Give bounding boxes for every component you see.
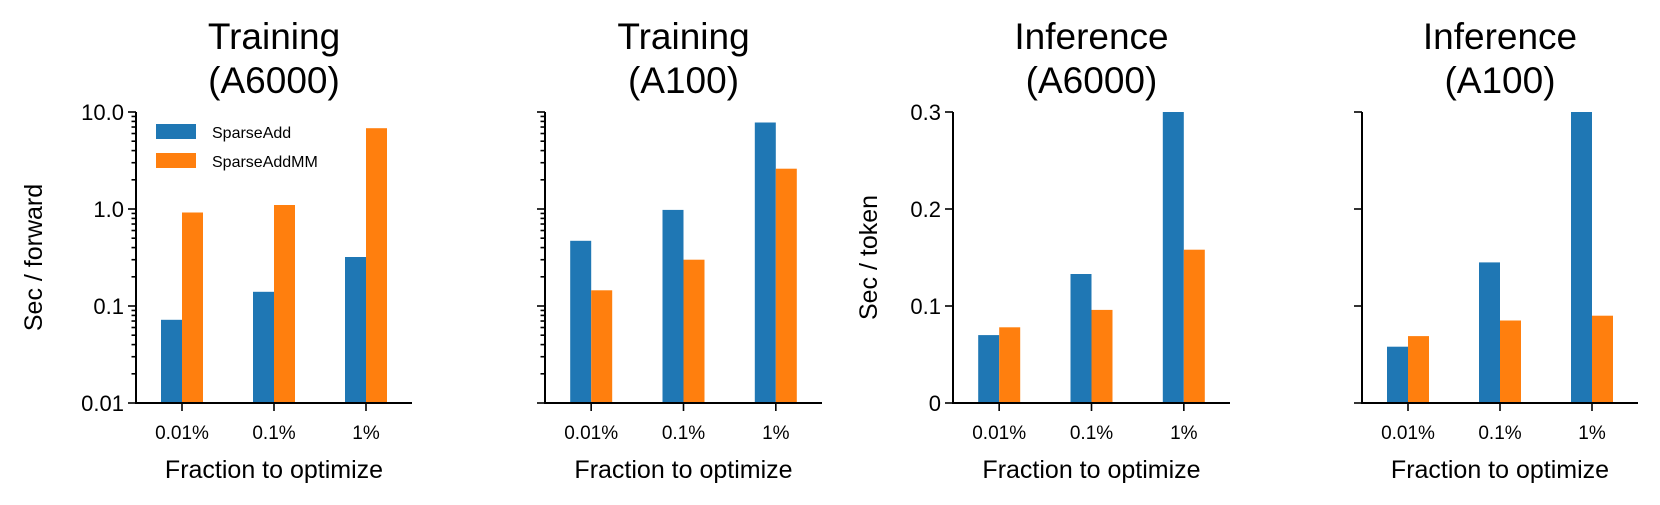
bar-sparseaddmm-3 (366, 128, 387, 403)
bar-sparseadd-2 (1070, 274, 1092, 403)
y-tick-label: 0.1 (93, 294, 124, 319)
chart-panel-3: 0 0.1 0.2 0.3 0.01% 0.1% 1% Fraction to optimiz… (855, 16, 1230, 484)
legend: SparseAdd SparseAddMM (156, 124, 318, 171)
bar-sparseadd-3 (754, 122, 776, 403)
bar-sparseadd-3 (345, 257, 366, 403)
bar-sparseaddmm-1 (182, 212, 203, 403)
x-tick-label: 0.01% (564, 423, 618, 444)
bar-sparseaddmm-2 (1500, 320, 1521, 403)
bar-sparseaddmm-1 (591, 290, 613, 403)
x-tick-label: 0.1% (662, 423, 705, 444)
chart-title-line-1: Inference (1014, 16, 1168, 57)
y-tick-label: 0.01 (81, 391, 124, 416)
bar-sparseadd-1 (978, 335, 1000, 403)
bar-sparseadd-1 (1387, 346, 1408, 403)
x-tick-label: 0.01% (155, 423, 209, 444)
bar-sparseaddmm-3 (1592, 315, 1613, 403)
y-tick-label: 0.1 (910, 294, 941, 319)
x-tick-label: 0.1% (1478, 423, 1521, 444)
bar-sparseadd-1 (161, 319, 182, 403)
x-tick-label: 1% (352, 423, 380, 444)
y-tick-label: 0.2 (910, 197, 941, 222)
y-tick-label: 0.3 (910, 100, 941, 125)
chart-panel-2: 0.01% 0.1% 1% Fraction to optimize Training(… (537, 16, 822, 484)
bar-sparseaddmm-2 (274, 205, 295, 403)
x-axis-label: Fraction to optimize (1391, 456, 1609, 484)
bar-sparseaddmm-2 (1091, 309, 1113, 403)
x-tick-label: 0.01% (1381, 423, 1435, 444)
chart-panel-1: 0.01 0.1 1.0 10.0 0.01% 0.1% 1% Fraction to opt… (20, 16, 412, 484)
bar-sparseaddmm-3 (775, 168, 797, 403)
bar-sparseaddmm-1 (999, 327, 1021, 403)
chart-title-line-2: (A6000) (1026, 60, 1158, 101)
bar-sparseaddmm-3 (1183, 249, 1205, 403)
bar-sparseadd-1 (570, 240, 592, 403)
bar-sparseadd-2 (1479, 262, 1500, 403)
bar-sparseadd-2 (662, 209, 684, 403)
x-axis-label: Fraction to optimize (574, 456, 792, 484)
chart-panel-4: 0.01% 0.1% 1% Fraction to optimize Inference… (1354, 16, 1638, 484)
y-tick-label: 1.0 (93, 197, 124, 222)
y-tick-label: 10.0 (81, 100, 124, 125)
bar-sparseaddmm-2 (683, 259, 705, 403)
x-tick-label: 1% (762, 423, 790, 444)
bar-sparseadd-3 (1571, 112, 1592, 403)
legend-swatch-sparseaddmm (156, 153, 196, 168)
y-axis-label: Sec / forward (20, 184, 48, 331)
chart-title-line-1: Inference (1423, 16, 1577, 57)
x-axis-label: Fraction to optimize (165, 456, 383, 484)
x-tick-label: 1% (1578, 423, 1606, 444)
x-axis-label: Fraction to optimize (982, 456, 1200, 484)
x-tick-label: 1% (1170, 423, 1198, 444)
chart-title-line-2: (A100) (1444, 60, 1555, 101)
x-tick-label: 0.1% (1070, 423, 1113, 444)
y-axis-label: Sec / token (855, 195, 883, 320)
y-tick-label: 0 (929, 391, 941, 416)
chart-title-line-1: Training (617, 16, 749, 57)
bar-sparseaddmm-1 (1408, 336, 1429, 403)
chart-title-line-1: Training (208, 16, 340, 57)
bar-sparseadd-2 (253, 291, 274, 403)
bar-sparseadd-3 (1162, 112, 1184, 403)
chart-title-line-2: (A100) (628, 60, 739, 101)
x-tick-label: 0.1% (252, 423, 295, 444)
legend-label-sparseaddmm: SparseAddMM (212, 154, 318, 171)
x-tick-label: 0.01% (972, 423, 1026, 444)
legend-swatch-sparseadd (156, 124, 196, 139)
chart-title-line-2: (A6000) (208, 60, 340, 101)
legend-label-sparseadd: SparseAdd (212, 125, 291, 142)
